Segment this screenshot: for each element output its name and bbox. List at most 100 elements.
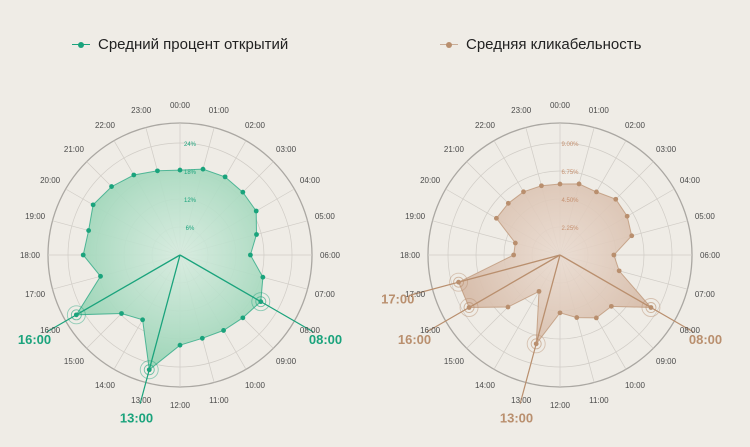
data-point xyxy=(240,315,246,321)
highlight-halo xyxy=(449,272,469,292)
data-point xyxy=(222,174,228,180)
highlight-halo xyxy=(143,364,155,376)
data-point xyxy=(109,184,114,189)
data-point xyxy=(119,311,124,316)
hour-label: 10:00 xyxy=(245,381,266,390)
legend-ctr-label: Средняя кликабельность xyxy=(466,36,642,53)
grid-ring xyxy=(67,142,293,368)
data-point xyxy=(155,168,160,174)
legend-open-rate-swatch xyxy=(72,40,90,50)
highlight-halo xyxy=(526,334,546,354)
data-point xyxy=(557,310,563,316)
data-point xyxy=(608,303,614,309)
callout-line xyxy=(519,343,537,404)
hour-label: 15:00 xyxy=(444,357,465,366)
data-point xyxy=(505,200,511,206)
highlight-halo xyxy=(453,276,465,288)
highlight-label: 16:00 xyxy=(18,332,51,347)
highlight-label: 08:00 xyxy=(689,332,722,347)
hour-label: 22:00 xyxy=(475,121,496,130)
hour-label: 19:00 xyxy=(405,212,426,221)
radial-tick-label: 6.75% xyxy=(561,170,579,176)
hour-label: 15:00 xyxy=(64,357,85,366)
series-area xyxy=(75,168,264,371)
data-point xyxy=(80,252,86,258)
hour-label: 17:00 xyxy=(405,290,426,299)
hour-label: 10:00 xyxy=(625,381,646,390)
data-point xyxy=(253,208,259,214)
highlight-label: 17:00 xyxy=(381,291,414,306)
data-point xyxy=(98,273,103,279)
data-point xyxy=(254,232,259,237)
hour-label: 20:00 xyxy=(420,176,441,185)
highlight-halo xyxy=(251,292,271,312)
data-point xyxy=(574,315,580,320)
hour-label: 14:00 xyxy=(475,381,496,390)
data-point xyxy=(616,268,622,274)
hour-label: 03:00 xyxy=(656,145,677,154)
hour-label: 12:00 xyxy=(550,401,571,410)
series-area xyxy=(457,183,653,346)
hour-label: 08:00 xyxy=(680,326,701,335)
hour-label: 04:00 xyxy=(300,176,321,185)
radial-tick-label: 12% xyxy=(184,198,197,204)
hour-label: 05:00 xyxy=(315,212,336,221)
grid-ring xyxy=(475,170,645,340)
hour-label: 06:00 xyxy=(320,251,341,260)
data-point xyxy=(594,189,599,195)
hour-label: 13:00 xyxy=(511,396,532,405)
highlight-line xyxy=(76,254,181,316)
highlight-halo xyxy=(139,360,159,380)
hour-label: 02:00 xyxy=(625,121,646,130)
highlight-halo xyxy=(66,305,86,325)
hour-label: 05:00 xyxy=(695,212,716,221)
radial-tick-label: 18% xyxy=(184,170,197,176)
hour-label: 04:00 xyxy=(680,176,701,185)
hour-label: 01:00 xyxy=(589,106,610,115)
highlight-label: 13:00 xyxy=(120,410,153,425)
hour-label: 08:00 xyxy=(300,326,321,335)
data-point xyxy=(629,233,635,239)
data-point xyxy=(131,172,137,178)
hour-label: 18:00 xyxy=(400,251,421,260)
data-point xyxy=(611,252,617,258)
callout-line xyxy=(650,306,694,333)
data-point xyxy=(200,166,206,172)
hour-label: 19:00 xyxy=(25,212,46,221)
data-point xyxy=(199,335,205,341)
callout-line xyxy=(139,369,150,404)
highlight-halo xyxy=(70,309,82,321)
callout-line xyxy=(260,301,314,333)
data-point xyxy=(86,228,92,233)
highlight-label: 13:00 xyxy=(500,410,533,425)
radial-tick-label: 2.25% xyxy=(561,226,579,232)
highlight-label: 16:00 xyxy=(398,332,431,347)
hour-label: 11:00 xyxy=(589,396,609,405)
hour-label: 07:00 xyxy=(315,290,336,299)
data-point xyxy=(539,183,544,189)
data-point xyxy=(576,181,582,187)
highlight-halo xyxy=(459,298,479,317)
radial-tick-label: 4.50% xyxy=(561,198,579,204)
radial-tick-label: 6% xyxy=(186,226,195,232)
highlight-halo xyxy=(641,298,661,317)
highlight-line xyxy=(458,254,561,283)
grid-ring xyxy=(447,142,673,368)
legend-open-rate: Средний процент открытий xyxy=(72,36,288,53)
hour-label: 00:00 xyxy=(550,101,571,110)
hour-label: 11:00 xyxy=(209,396,229,405)
data-point xyxy=(521,189,526,195)
callout-line xyxy=(46,314,77,333)
data-point xyxy=(613,196,619,202)
highlight-line xyxy=(468,254,561,309)
highlight-halo xyxy=(530,338,542,350)
data-point xyxy=(536,288,542,294)
data-point xyxy=(240,189,246,195)
callout-line xyxy=(411,281,459,296)
hour-label: 01:00 xyxy=(209,106,230,115)
hour-label: 22:00 xyxy=(95,121,116,130)
hour-label: 03:00 xyxy=(276,145,297,154)
highlight-halo xyxy=(255,296,267,308)
callout-line xyxy=(426,306,470,333)
radar-panel-1: 2.25% 4.50% 6.75% 9.00% 00:00 01:00 02:00 03:00… xyxy=(381,101,722,425)
